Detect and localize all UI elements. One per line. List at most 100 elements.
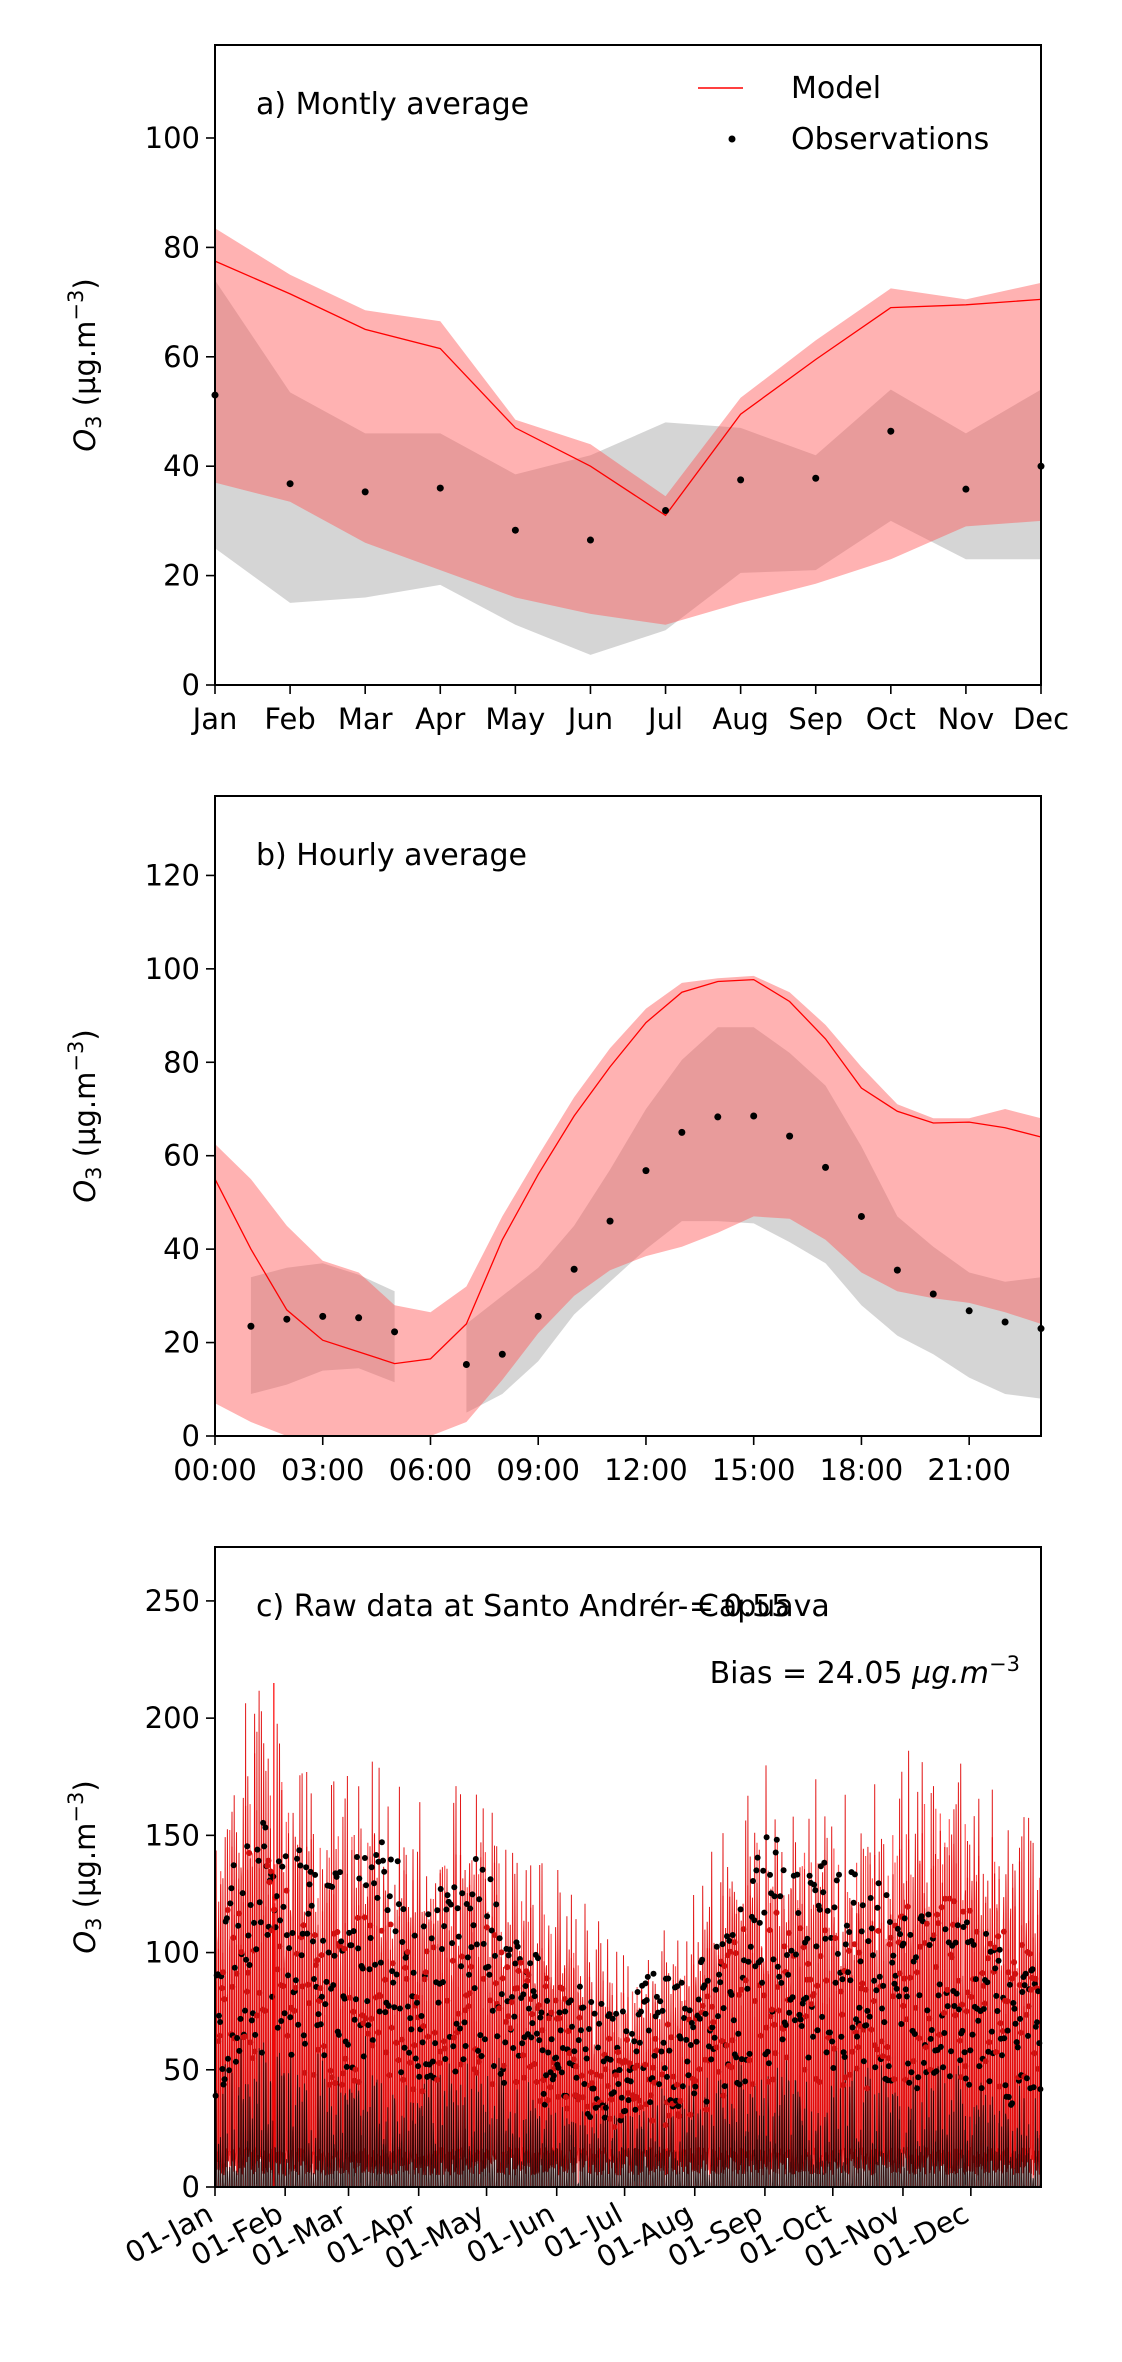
panel-c-observation-point [380, 1857, 386, 1864]
panel-c-observation-point [629, 2030, 635, 2037]
panel-c-model-point [951, 1898, 958, 1905]
panel-c-model-point [946, 1895, 953, 1902]
panel-c-model-point [611, 2124, 618, 2130]
panel-c-model-point [917, 1943, 924, 1950]
panel-c-observation-point [472, 1856, 479, 1862]
legend-model-label: Model [791, 71, 881, 106]
panel-a-xtick-label: May [485, 702, 545, 736]
panel-c-model-point [421, 1976, 428, 1983]
panel-c-model-point [573, 2063, 580, 2070]
panel-c-observation-point [288, 2051, 295, 2058]
panel-c-model-point [314, 1957, 321, 1964]
panel-c-model-point [487, 1997, 494, 2004]
panel-c-observation-point [789, 1994, 796, 2001]
panel-c-model-point [996, 2083, 1003, 2090]
panel-c-observation-point [761, 1909, 768, 1916]
panel-b-observation-point [965, 1307, 973, 1315]
panel-c-observation-point [464, 1954, 471, 1961]
panel-c-model-point [634, 2062, 641, 2069]
panel-c-observation-point [371, 1880, 377, 1887]
panel-c-model-point [238, 1949, 245, 1956]
panel-c-model-point [942, 1895, 948, 1902]
panel-c-model-point [962, 2063, 969, 2070]
panel-c-model-point [354, 1914, 361, 1921]
panel-c-model-point [979, 1970, 986, 1977]
panel-c-model-point [649, 2117, 655, 2124]
panel-c-observation-point [541, 2101, 548, 2108]
panel-c-observation-point [372, 1961, 379, 1968]
panel-c-observation-point [849, 2024, 856, 2031]
panel-c-observation-point [559, 2045, 566, 2051]
panel-c-observation-point [303, 1864, 310, 1871]
panel-c-model-point [637, 2104, 644, 2111]
panel-c-observation-point [1013, 2039, 1020, 2046]
panel-c-model-point [540, 2077, 547, 2083]
panel-c-observation-point [839, 1976, 846, 1983]
panel-c-observation-point [453, 2020, 460, 2027]
panel-c-observation-point [262, 1824, 269, 1831]
panel-c-model-point [533, 2079, 540, 2085]
panel-c-observation-point [408, 2026, 415, 2033]
panel-c-model-point [473, 2069, 480, 2076]
panel-c-model-point [652, 2035, 659, 2042]
panel-c-model-point [1023, 2011, 1030, 2018]
panel-c-observation-point [387, 1856, 394, 1863]
panel-c-model-point [547, 2084, 554, 2091]
panel-c-model-point [666, 2112, 672, 2119]
panel-c-observation-point [390, 1979, 397, 1986]
panel-c-observation-point [479, 1866, 486, 1873]
panel-c-model-point [559, 1985, 566, 1992]
panel-c-title: c) Raw data at Santo André - Capuava [256, 1589, 830, 1624]
panel-b-ytick-label: 40 [163, 1232, 200, 1266]
panel-c-model-point [851, 1941, 858, 1948]
panel-c-model-point [728, 2064, 735, 2071]
panel-c-observation-point [529, 2020, 536, 2027]
panel-c-observation-point [311, 1976, 317, 1982]
panel-c-model-point [934, 1911, 941, 1918]
panel-c-model-point [719, 2038, 726, 2045]
panel-c-model-point [805, 1960, 812, 1967]
panel-c-observation-point [846, 1929, 853, 1935]
panel-c-observation-point [502, 2039, 509, 2046]
panel-c-observation-point [1011, 2005, 1018, 2012]
panel-c-observation-point [683, 2036, 690, 2043]
panel-c-model-point [355, 2079, 362, 2085]
panel-c-model-point [1011, 1959, 1018, 1966]
panel-c-model-point [957, 2074, 964, 2081]
panel-c-observation-point [455, 1933, 462, 1940]
panel-c-observation-point [833, 1877, 840, 1884]
panel-c-model-point [847, 2071, 853, 2078]
panel-a-xtick-label: Mar [338, 702, 393, 736]
panel-c-model-point [602, 2066, 609, 2073]
panel-c-model-point [368, 2015, 375, 2022]
panel-c-model-point [382, 1976, 388, 1983]
panel-c-observation-point [510, 2045, 517, 2051]
panel-c-observation-point [496, 1935, 503, 1942]
panel-c-observation-point [687, 2042, 694, 2048]
panel-c-model-point [525, 1972, 532, 1978]
panel-c-observation-point [978, 2085, 985, 2092]
panel-c-observation-point [399, 1939, 406, 1945]
panel-c-model-point [514, 1985, 521, 1992]
panel-c-observation-point [466, 1971, 472, 1978]
panel-c-observation-point [729, 1932, 736, 1938]
panel-c-observation-point [321, 2052, 328, 2059]
panel-c-model-point [997, 2020, 1004, 2027]
panel-c-model-point [291, 2007, 298, 2014]
panel-c-observation-point [763, 1834, 770, 1841]
panel-c-model-point [668, 2034, 675, 2041]
panel-c-observation-point [900, 1940, 907, 1947]
panel-c-model-point [230, 1934, 237, 1941]
panel-c-observation-point [440, 1979, 446, 1986]
panel-c-observation-point [992, 1965, 999, 1972]
panel-c-model-point [673, 2081, 680, 2088]
panel-c-observation-point [538, 2009, 545, 2016]
panel-c-model-point [341, 1945, 348, 1952]
panel-c-model-point [576, 2014, 583, 2021]
panel-c-model-point [822, 1927, 829, 1934]
panel-c-observation-point [834, 1950, 841, 1957]
panel-c-observation-point [936, 1981, 943, 1988]
panel-c-model-point [310, 2071, 317, 2078]
panel-c-observation-point [836, 1871, 842, 1878]
panel-c-model-point [546, 2015, 552, 2022]
